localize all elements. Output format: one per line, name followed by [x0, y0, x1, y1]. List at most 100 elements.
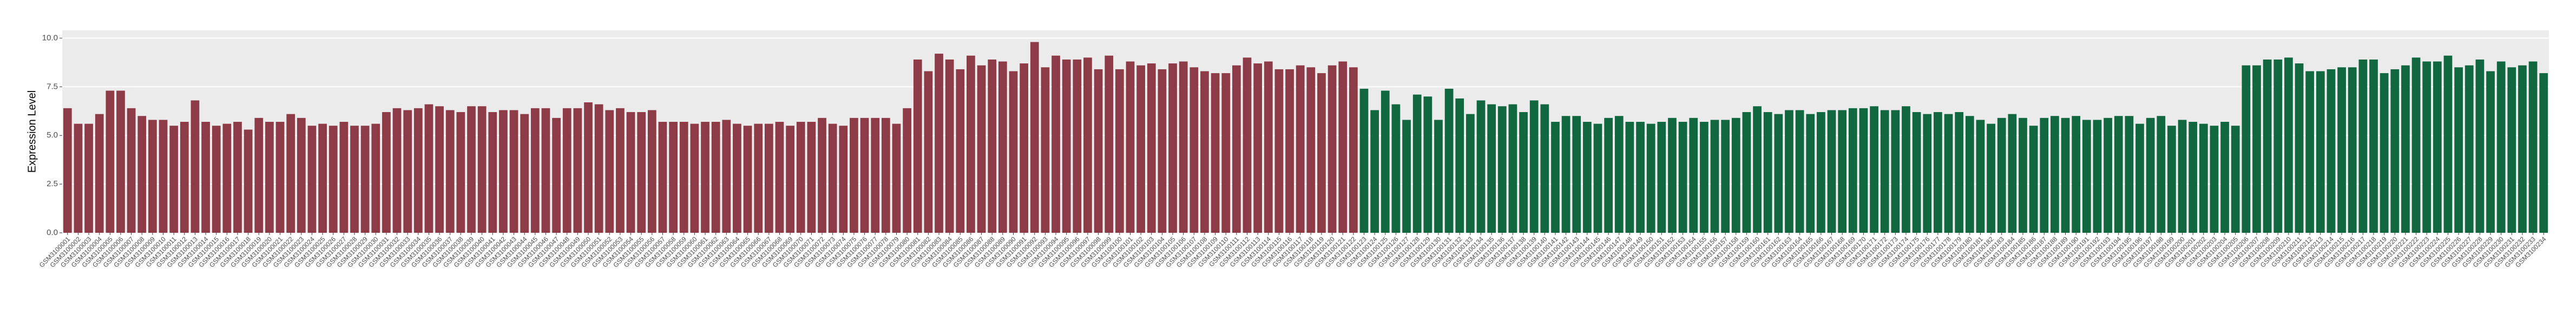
bar — [1370, 110, 1379, 233]
bar — [1934, 112, 1942, 233]
bar — [244, 129, 253, 233]
bar — [786, 126, 794, 233]
bar — [1657, 122, 1666, 233]
bar — [658, 122, 667, 233]
bar — [1232, 65, 1241, 233]
bar — [2146, 117, 2155, 233]
bar — [647, 110, 656, 233]
bar — [892, 123, 901, 233]
bar — [254, 117, 264, 233]
bar — [403, 110, 412, 233]
bar — [690, 123, 699, 233]
bar — [530, 108, 540, 233]
bar — [1614, 116, 1624, 233]
bar — [2305, 71, 2315, 233]
bar — [935, 54, 943, 233]
bar — [1742, 112, 1751, 233]
bar — [1891, 110, 1900, 233]
bar — [1349, 67, 1358, 233]
bar — [1147, 63, 1156, 233]
bar — [350, 126, 359, 233]
bar — [1529, 100, 1539, 233]
bar — [1391, 104, 1401, 233]
bar — [1296, 65, 1305, 233]
bar — [2465, 65, 2474, 233]
bar — [1689, 117, 1698, 233]
bar — [1073, 59, 1082, 233]
bar — [1785, 110, 1793, 233]
bar — [701, 122, 709, 233]
bar — [456, 112, 465, 233]
bar — [1668, 117, 1677, 233]
bar — [1955, 112, 1964, 233]
bar — [1731, 117, 1740, 233]
bar — [1444, 88, 1454, 233]
bar — [190, 100, 200, 233]
bar — [1009, 71, 1018, 233]
bar — [95, 114, 104, 233]
bar — [84, 123, 93, 233]
bar — [392, 108, 402, 233]
bar — [1211, 73, 1220, 233]
bar — [850, 117, 858, 233]
bar — [2390, 69, 2400, 233]
bar — [137, 116, 147, 233]
bar — [1604, 117, 1613, 233]
bar — [1041, 67, 1050, 233]
bar — [2263, 59, 2272, 233]
bar — [477, 106, 487, 233]
bar — [1052, 55, 1060, 233]
bar — [807, 122, 816, 233]
bar — [1094, 69, 1103, 233]
bar — [1817, 112, 1825, 233]
bar — [1700, 122, 1708, 233]
bar — [1721, 120, 1730, 233]
bar — [1795, 110, 1804, 233]
bar — [1880, 110, 1889, 233]
bar — [733, 123, 741, 233]
y-tick-label: 2.5 — [47, 179, 58, 188]
bar — [2496, 61, 2506, 233]
bar — [2316, 71, 2325, 233]
bar — [2029, 126, 2038, 233]
bar — [860, 117, 869, 233]
bar — [2327, 69, 2336, 233]
bar — [2210, 126, 2219, 233]
bar — [360, 126, 370, 233]
bar — [1402, 120, 1411, 233]
bar — [796, 122, 805, 233]
bar — [2295, 63, 2304, 233]
bar — [1583, 122, 1592, 233]
bar — [2008, 114, 2017, 233]
bar — [2433, 61, 2442, 233]
bar — [1593, 123, 1602, 233]
bar — [1412, 94, 1422, 233]
bar — [467, 106, 476, 233]
bar — [1859, 108, 1868, 233]
bar — [1466, 114, 1475, 233]
bar — [2507, 67, 2516, 233]
bar — [2051, 116, 2059, 233]
bar — [1476, 100, 1486, 233]
bar — [881, 117, 890, 233]
bar — [286, 114, 295, 233]
bar — [913, 59, 922, 233]
bar — [616, 108, 625, 233]
bar — [106, 90, 115, 233]
bar — [1200, 71, 1209, 233]
bar — [1561, 116, 1570, 233]
bar — [2199, 123, 2208, 233]
bar — [297, 117, 306, 233]
bar — [1328, 65, 1337, 233]
bar — [2422, 61, 2432, 233]
bar — [924, 71, 933, 233]
bar — [148, 120, 157, 233]
bar — [1838, 110, 1847, 233]
bar — [1976, 120, 1985, 233]
bar — [1678, 122, 1687, 233]
bar — [1115, 69, 1124, 233]
bar — [1285, 69, 1294, 233]
bar — [1646, 123, 1655, 233]
bar — [1753, 106, 1762, 233]
bar — [2061, 117, 2070, 233]
